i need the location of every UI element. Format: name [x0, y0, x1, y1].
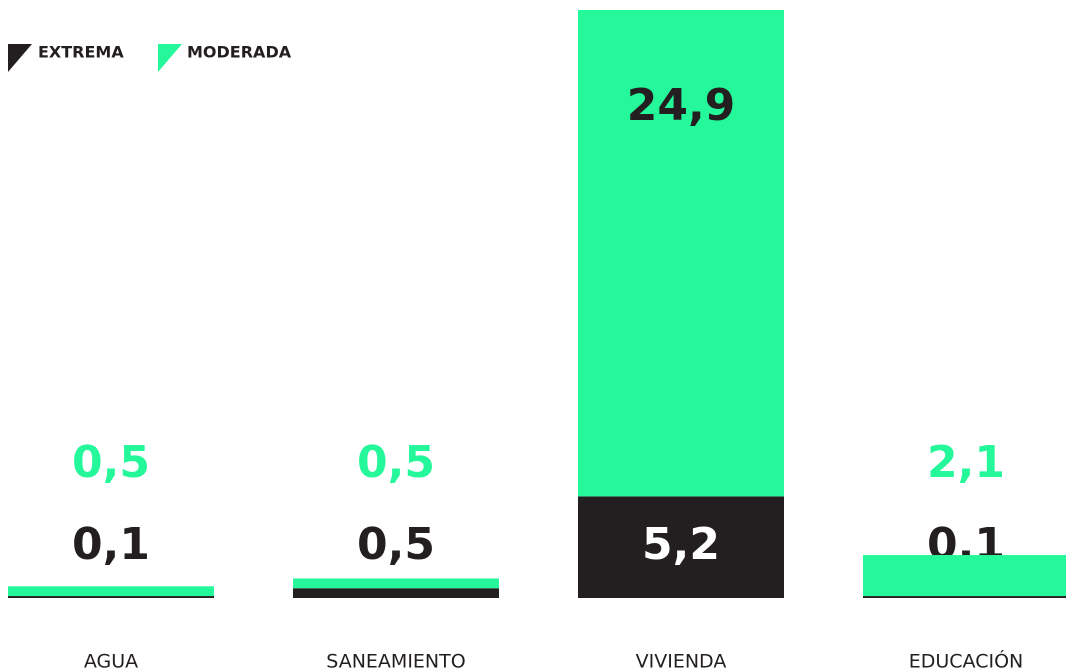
bar-segment	[578, 496, 784, 598]
bar-segment	[578, 10, 784, 497]
value-label: 24,9	[627, 80, 736, 131]
x-tick-label: AGUA	[84, 651, 138, 670]
bar-segment	[8, 586, 214, 597]
x-tick-label: SANEAMIENTO	[326, 651, 465, 670]
bar-segment	[293, 588, 499, 598]
bar-segment	[863, 596, 1066, 598]
legend-swatch	[8, 44, 32, 72]
value-label: 2,1	[927, 437, 1005, 488]
x-tick-label: VIVIENDA	[636, 651, 727, 670]
bar-segment	[8, 596, 214, 598]
legend-swatch	[158, 44, 182, 72]
x-tick-label: EDUCACIÓN	[909, 649, 1024, 670]
value-label: 5,2	[642, 519, 720, 570]
legend-label: MODERADA	[187, 43, 292, 62]
value-label: 0,5	[357, 437, 435, 488]
bar-segment	[863, 555, 1066, 597]
value-label: 0,5	[72, 437, 150, 488]
bar-segment	[293, 578, 499, 589]
legend-label: EXTREMA	[38, 43, 124, 62]
value-label: 0,5	[357, 519, 435, 570]
value-label: 0,1	[72, 519, 150, 570]
